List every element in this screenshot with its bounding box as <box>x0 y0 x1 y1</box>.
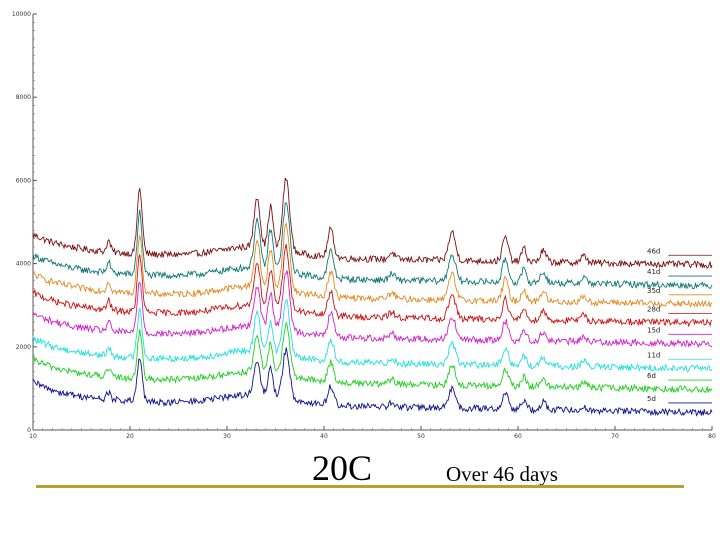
temperature-caption: 20C <box>312 448 373 488</box>
x-tick-label: 70 <box>611 433 619 440</box>
x-tick-label: 10 <box>29 433 37 440</box>
xrd-chart: 0 2000 4000 6000 8000 10000 10 20 30 40 50 60 70 80 4… <box>12 11 716 440</box>
x-tick-label: 20 <box>126 433 134 440</box>
series-label-46d: 46d <box>647 247 660 255</box>
series-label-35d: 35d <box>647 287 660 295</box>
series-line-15d <box>32 270 713 349</box>
x-tick-label: 80 <box>708 433 716 440</box>
series-line-46d <box>32 177 713 269</box>
y-tick-label: 6000 <box>16 177 31 184</box>
series-line-28d <box>32 243 713 328</box>
series-label-28d: 28d <box>647 306 660 314</box>
duration-caption: Over 46 days <box>446 462 558 486</box>
x-tick-label: 40 <box>320 433 328 440</box>
y-tick-label: 10000 <box>12 11 31 18</box>
series-label-6d: 6d <box>647 372 656 380</box>
series-line-11d <box>32 299 713 373</box>
caption-divider <box>36 485 684 488</box>
series-label-11d: 11d <box>647 351 660 359</box>
series-line-41d <box>32 202 713 290</box>
chart-series-labels: 46d 41d 35d 28d 15d 11d 6d 5d <box>647 247 712 404</box>
series-label-5d: 5d <box>647 395 656 403</box>
series-label-15d: 15d <box>647 326 660 334</box>
y-tick-label: 0 <box>27 427 31 434</box>
y-tick-label: 2000 <box>16 344 31 351</box>
series-line-6d <box>32 321 713 394</box>
series-line-35d <box>32 221 713 308</box>
chart-series-layer <box>32 177 713 417</box>
series-label-41d: 41d <box>647 268 660 276</box>
series-line-5d <box>32 347 713 417</box>
x-tick-label: 50 <box>417 433 425 440</box>
y-tick-label: 4000 <box>16 261 31 268</box>
chart-axes: 0 2000 4000 6000 8000 10000 10 20 30 40 50 60 70 80 <box>12 11 716 440</box>
x-tick-label: 60 <box>514 433 522 440</box>
x-tick-label: 30 <box>223 433 231 440</box>
y-tick-label: 8000 <box>16 94 31 101</box>
